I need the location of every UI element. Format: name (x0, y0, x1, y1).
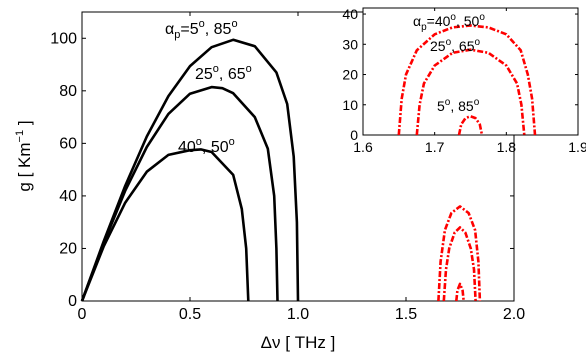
inset-y-tick-label: 10 (342, 97, 358, 113)
y-axis-label: g [ Km−1 ] (14, 120, 34, 191)
main-series-5 (455, 282, 465, 302)
x-axis-label: Δν [ THz ] (261, 333, 336, 352)
main-annotations: αp=5o, 85o 25o, 65o 40o, 50o (165, 18, 252, 156)
main-x-tick-label: 1.0 (287, 306, 309, 323)
inset-series (397, 24, 537, 136)
main-series (80, 38, 482, 302)
main-y-tick-label: 20 (59, 240, 77, 257)
main-annotation-40-50: 40o, 50o (178, 136, 235, 156)
inset-x-tick-label: 1.8 (497, 139, 517, 155)
inset-y-tick-label: 30 (342, 36, 358, 52)
inset-x-tick-label: 1.7 (425, 139, 445, 155)
inset-ticks: 1.6 1.7 1.8 1.9 0 10 20 30 40 (342, 6, 586, 155)
inset-plot: 1.6 1.7 1.8 1.9 0 10 20 30 40 αp=40o, 50o 25o, 6… (342, 6, 586, 155)
main-y-tick-label: 60 (59, 135, 77, 152)
main-series-0 (80, 38, 300, 302)
svg-text:g [ Km−1 ]: g [ Km−1 ] (14, 120, 34, 191)
inset-y-tick-label: 20 (342, 67, 358, 83)
inset-annotation-40-50: αp=40o, 50o (413, 12, 485, 33)
main-x-tick-label: 1.5 (395, 306, 417, 323)
inset-x-tick-label: 1.9 (568, 139, 586, 155)
inset-y-tick-label: 0 (350, 127, 358, 143)
inset-annotations: αp=40o, 50o 25o, 65o 5o, 85o (413, 12, 485, 114)
inset-x-tick-label: 1.6 (353, 139, 373, 155)
inset-annotation-5-85: 5o, 85o (437, 97, 480, 114)
main-x-tick-label: 0 (78, 306, 87, 323)
main-y-tick-label: 100 (50, 30, 77, 47)
main-annotation-25-65: 25o, 65o (195, 63, 252, 83)
inset-series-1 (415, 48, 526, 136)
main-series-2 (80, 148, 250, 302)
main-series-3 (437, 205, 482, 302)
main-series-1 (80, 85, 279, 302)
inset-y-tick-label: 40 (342, 6, 358, 22)
main-x-tick-label: 2.0 (503, 306, 525, 323)
main-y-tick-label: 0 (68, 293, 77, 310)
inset-series-0 (397, 24, 537, 136)
inset-plot-frame (362, 7, 579, 136)
main-x-tick-label: 0.5 (179, 306, 201, 323)
inset-annotation-25-65: 25o, 65o (430, 37, 481, 54)
inset-series-2 (457, 115, 484, 136)
main-y-tick-label: 40 (59, 188, 77, 205)
main-series-4 (442, 226, 477, 302)
main-annotation-5-85: αp=5o, 85o (165, 18, 238, 41)
main-y-tick-label: 80 (59, 83, 77, 100)
